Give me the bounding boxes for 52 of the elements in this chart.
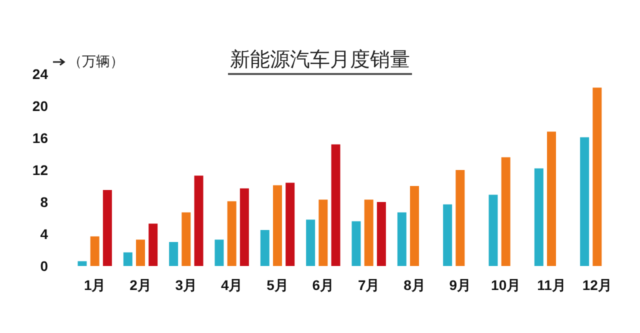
bar: [194, 176, 204, 266]
bar: [286, 182, 295, 266]
x-tick-label: 3月: [175, 277, 198, 293]
bar: [456, 170, 465, 266]
bar: [443, 204, 452, 266]
x-tick-label: 10月: [491, 277, 521, 293]
bar: [364, 200, 374, 266]
bar: [501, 157, 510, 266]
bar: [352, 221, 361, 266]
bar: [136, 240, 145, 266]
bar: [306, 220, 316, 266]
x-tick-label: 5月: [266, 277, 288, 293]
bar: [182, 212, 191, 266]
bar: [169, 242, 178, 266]
x-tick-label: 1月: [84, 277, 106, 293]
bar: [410, 186, 419, 266]
x-tick-label: 4月: [220, 277, 243, 293]
x-tick-label: 2月: [130, 277, 152, 293]
x-tick-label: 9月: [449, 277, 472, 293]
y-tick-label: 0: [40, 258, 48, 274]
bar: [592, 88, 602, 266]
x-tick-label: 6月: [312, 277, 334, 293]
bar: [318, 200, 328, 266]
bar: [123, 252, 132, 266]
bar: [240, 188, 249, 266]
x-tick-label: 7月: [358, 277, 380, 293]
y-tick-label: 12: [32, 162, 48, 178]
bar: [78, 261, 87, 266]
y-tick-label: 16: [32, 130, 48, 146]
bar: [331, 144, 340, 266]
bar: [102, 190, 112, 266]
y-tick-label: 4: [40, 226, 48, 242]
bar: [397, 212, 406, 266]
bar: [488, 194, 498, 266]
chart-title: 新能源汽车月度销量: [228, 47, 412, 75]
x-tick-label: 12月: [582, 277, 612, 293]
x-tick-label: 11月: [537, 277, 566, 293]
bar: [534, 168, 544, 266]
bar: [580, 137, 590, 266]
bar: [547, 132, 556, 266]
bar: [273, 185, 282, 266]
y-axis-title: （万辆）: [68, 53, 124, 69]
x-tick-label: 8月: [404, 277, 426, 293]
bar: [148, 224, 158, 266]
bar: [90, 236, 100, 266]
bar: [227, 201, 236, 266]
bar: [260, 230, 270, 266]
bar: [214, 240, 224, 266]
y-tick-label: 24: [32, 66, 48, 82]
y-tick-label: 20: [32, 98, 48, 114]
y-tick-label: 8: [40, 194, 48, 210]
bar: [376, 202, 386, 266]
